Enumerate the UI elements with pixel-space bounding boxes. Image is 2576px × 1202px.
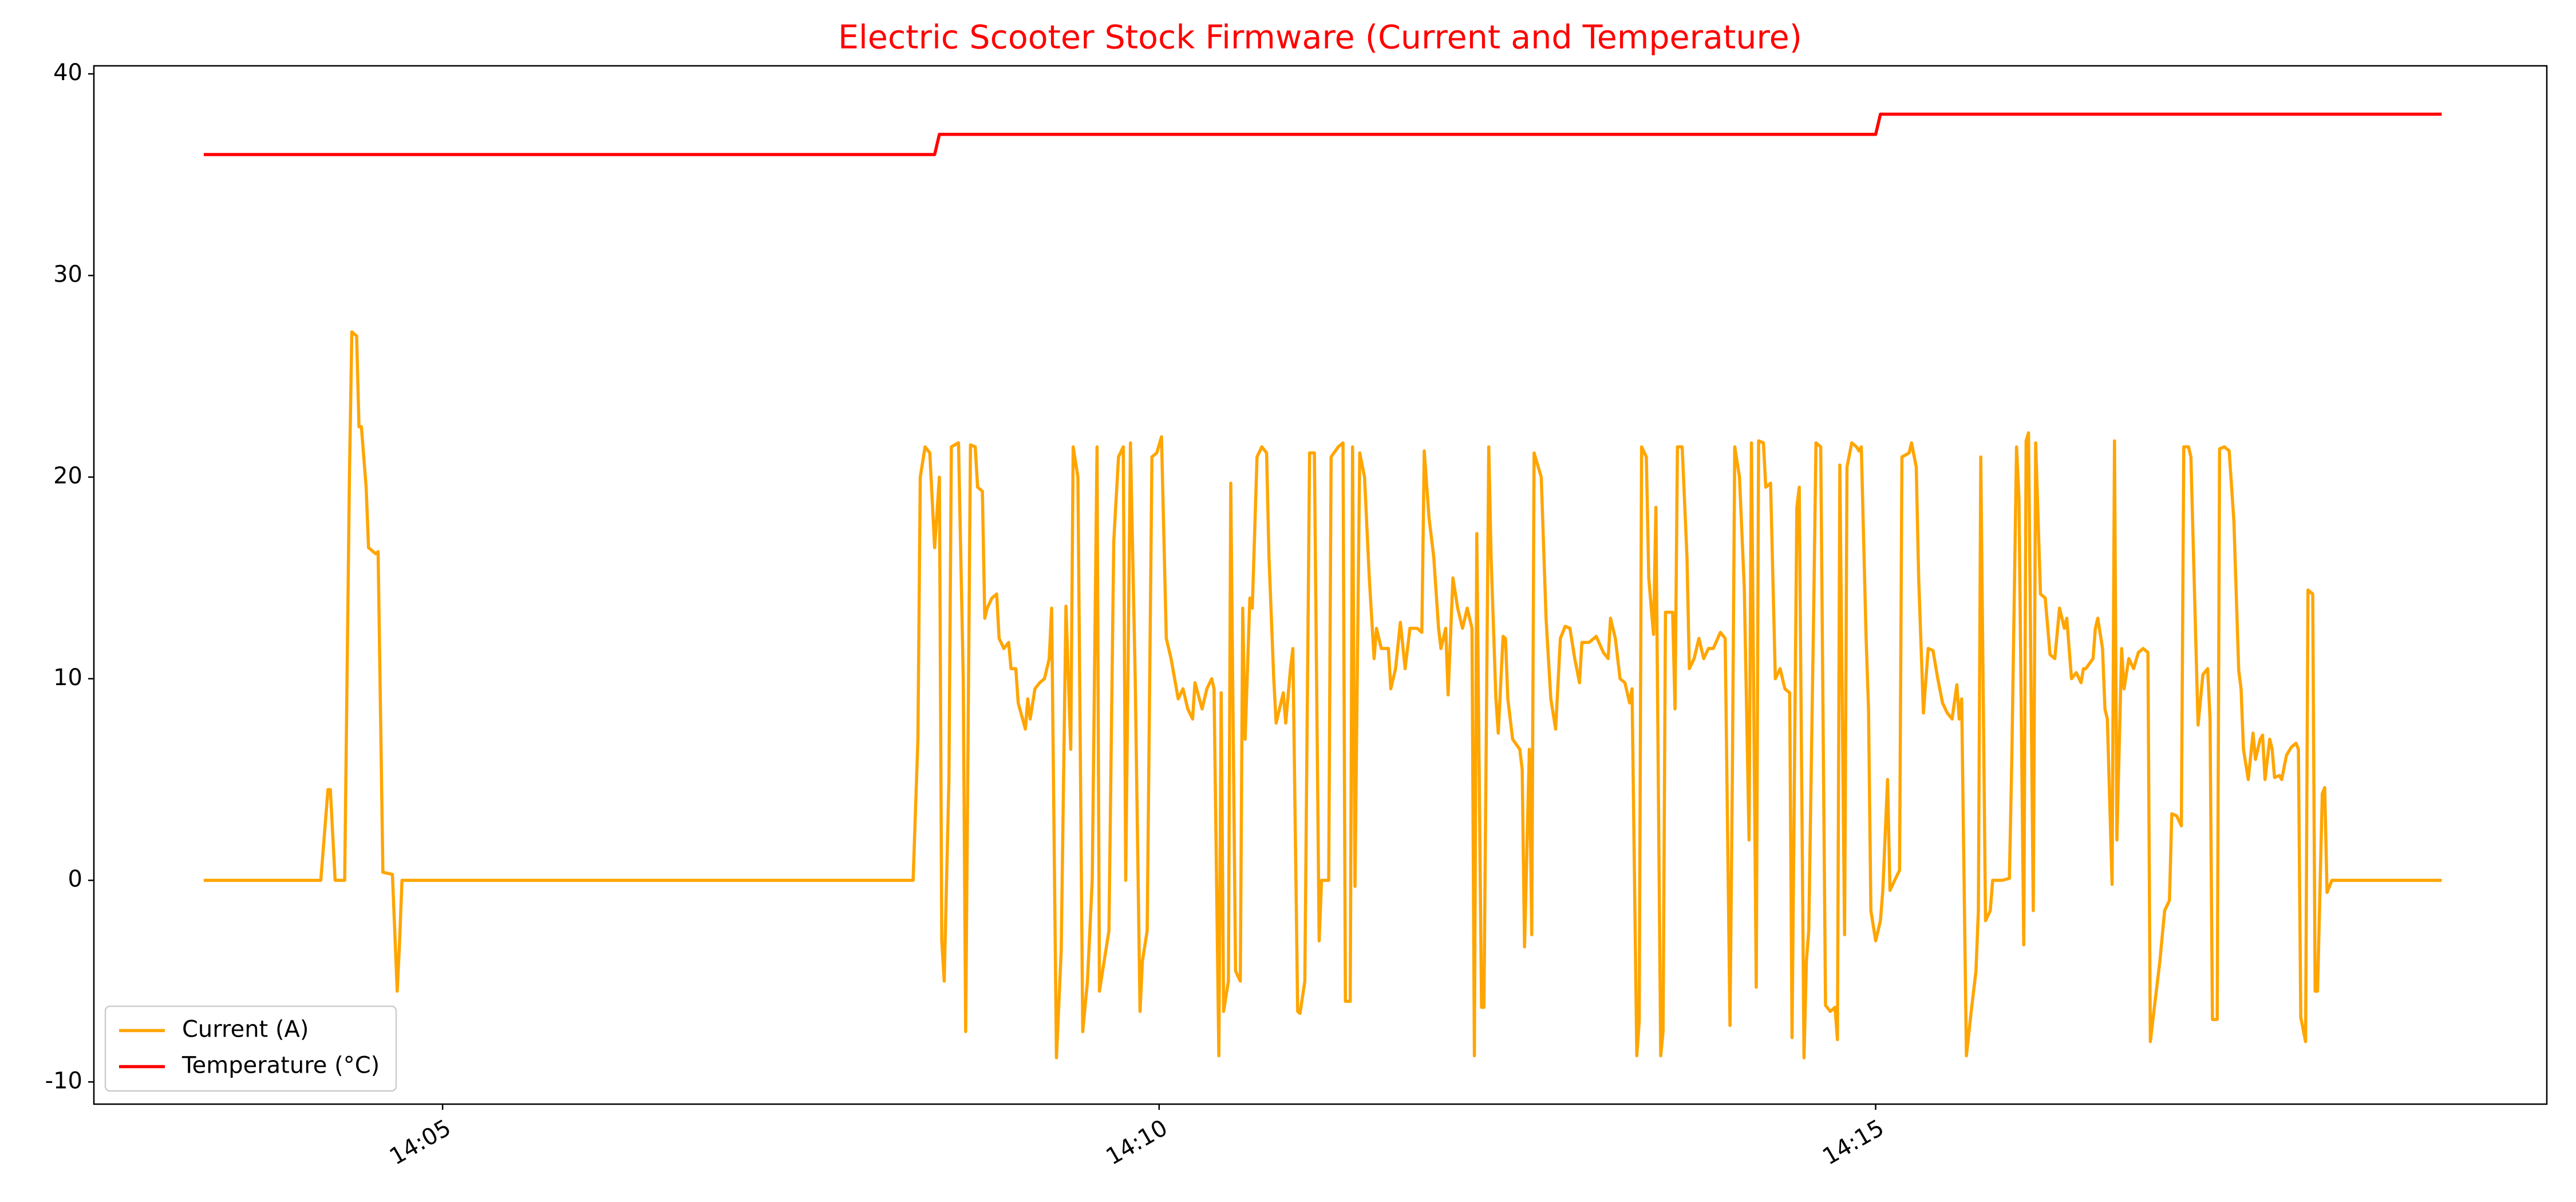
legend-label: Current (A) (182, 1017, 309, 1043)
x-tick-label: 14:10 (1102, 1114, 1172, 1170)
y-tick-label: 10 (53, 665, 82, 691)
y-tick-label: 30 (53, 261, 82, 287)
y-tick-label: 40 (53, 60, 82, 86)
legend: Current (A) Temperature (°C) (104, 1005, 397, 1092)
y-tick-label: 0 (68, 866, 82, 892)
y-tick-label: -10 (45, 1067, 82, 1094)
y-tick-label: 20 (53, 463, 82, 489)
series-line (203, 330, 2442, 1059)
legend-label: Temperature (°C) (181, 1053, 380, 1079)
series-line (203, 112, 2442, 156)
plot-frame (93, 65, 2548, 1105)
x-tick-label: 14:05 (385, 1114, 456, 1170)
x-tick-label: 14:15 (1818, 1114, 1888, 1170)
legend-box (104, 1005, 397, 1092)
chart-title: Electric Scooter Stock Firmware (Current… (838, 19, 1802, 57)
